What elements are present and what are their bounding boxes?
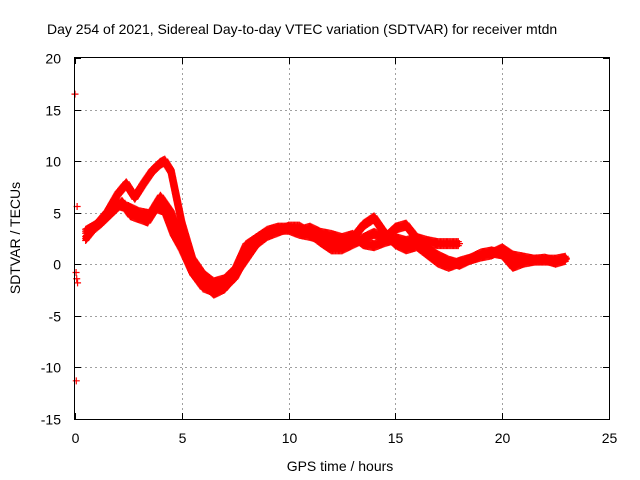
- y-axis-label: SDTVAR / TECUs: [7, 182, 23, 294]
- axis-ticks: 0 5 10 15 20 25 -15 -10 -5 0 5 10 15 20: [41, 51, 618, 447]
- y-tick-label: -5: [49, 309, 62, 325]
- x-tick-label: 0: [72, 430, 80, 446]
- series-track-3: [84, 196, 570, 299]
- y-tick-label: -15: [41, 412, 61, 428]
- series-outliers: [71, 90, 82, 385]
- x-tick-label: 20: [495, 430, 511, 446]
- x-tick-label: 15: [388, 430, 404, 446]
- data-points: [71, 90, 570, 385]
- x-axis-label: GPS time / hours: [287, 458, 394, 474]
- outlier-point: [72, 377, 80, 385]
- y-tick-label: 5: [53, 206, 61, 222]
- y-tick-label: 15: [45, 103, 61, 119]
- y-tick-label: 20: [45, 51, 61, 67]
- outlier-point: [72, 269, 80, 277]
- x-tick-label: 10: [282, 430, 298, 446]
- outlier-point: [74, 279, 82, 287]
- y-tick-label: 0: [53, 257, 61, 273]
- chart-title: Day 254 of 2021, Sidereal Day-to-day VTE…: [47, 21, 557, 37]
- grid: [75, 58, 609, 419]
- y-tick-label: -10: [41, 360, 61, 376]
- x-tick-label: 25: [602, 430, 618, 446]
- y-tick-label: 10: [45, 154, 61, 170]
- x-tick-label: 5: [179, 430, 187, 446]
